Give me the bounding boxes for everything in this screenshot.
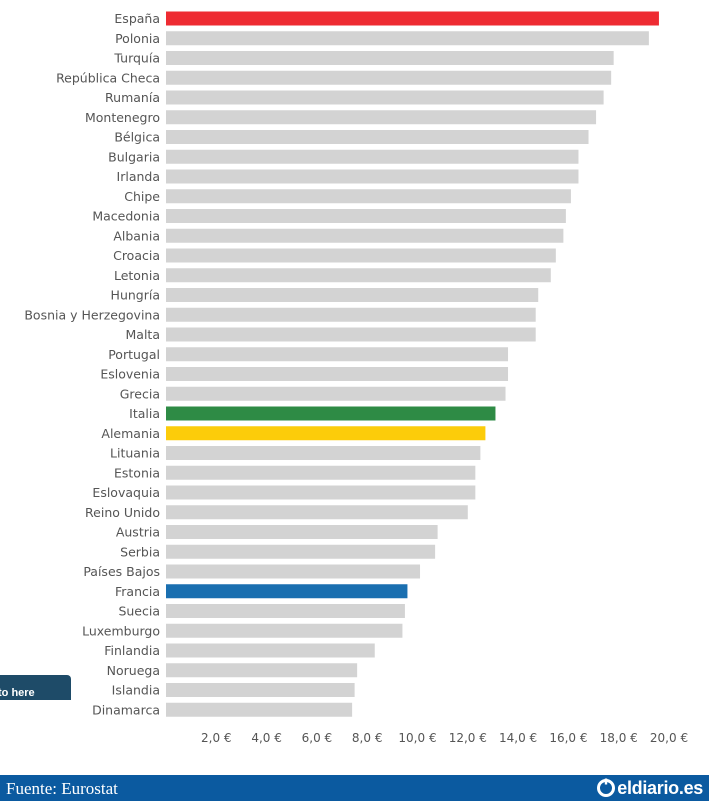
x-tick-label: 20,0 € [650,731,688,745]
category-label-republica-checa: República Checa [56,70,160,85]
bar-noruega[interactable] [166,663,358,678]
bar-irlanda[interactable] [166,169,579,184]
bar-espana[interactable] [166,11,659,26]
bar-islandia[interactable] [166,683,355,697]
category-label-turquia: Turquía [113,51,160,66]
category-label-grecia: Grecia [120,386,160,401]
bar-portugal[interactable] [166,347,509,362]
bar-dinamarca[interactable] [166,702,353,717]
category-label-luxemburgo: Luxemburgo [82,623,160,638]
category-label-finlandia: Finlandia [104,643,160,658]
category-label-montenegro: Montenegro [85,110,160,125]
category-labels: España Polonia Turquía República Checa Ruman… [24,11,160,717]
category-label-letonia: Letonia [114,268,160,283]
category-label-noruega: Noruega [107,663,160,678]
category-label-dinamarca: Dinamarca [92,702,160,717]
category-label-irlanda: Irlanda [117,169,160,184]
bar-estonia[interactable] [166,465,476,480]
bar-chipe[interactable] [166,189,571,204]
bar-bosnia-y-herzegovina[interactable] [166,307,536,322]
x-tick-label: 4,0 € [251,731,282,745]
category-label-rumania: Rumanía [105,90,160,105]
tooltip-tab[interactable]: to here [0,675,71,700]
bar-letonia[interactable] [166,268,551,283]
category-label-paises-bajos: Países Bajos [83,564,160,579]
category-label-malta: Malta [126,327,160,342]
bar-paises-bajos[interactable] [166,564,421,579]
brand-logo[interactable]: eldiario.es [596,777,703,799]
bar-lituania[interactable] [166,446,481,460]
brand-name: eldiario.es [617,777,703,798]
eldiario-logo-icon [597,778,616,797]
category-label-bosnia-y-herzegovina: Bosnia y Herzegovina [24,307,160,322]
category-label-belgica: Bélgica [114,130,160,145]
category-label-eslovaquia: Eslovaquia [92,485,160,500]
bar-eslovenia[interactable] [166,367,509,381]
category-label-italia: Italia [129,406,160,421]
category-label-austria: Austria [116,525,160,540]
x-tick-label: 10,0 € [398,731,436,745]
bar-rumania[interactable] [166,90,604,105]
x-tick-label: 6,0 € [302,731,333,745]
x-tick-label: 12,0 € [449,731,487,745]
bar-chart: España Polonia Turquía República Checa Ruman… [24,11,688,745]
x-tick-label: 16,0 € [549,731,587,745]
category-label-macedonia: Macedonia [92,209,160,224]
bar-bulgaria[interactable] [166,149,579,164]
x-tick-label: 2,0 € [201,731,232,745]
bar-eslovaquia[interactable] [166,485,476,500]
category-label-serbia: Serbia [120,544,160,559]
bar-republica-checa[interactable] [166,70,612,85]
category-label-hungria: Hungría [111,288,160,303]
category-label-estonia: Estonia [114,465,160,480]
category-label-portugal: Portugal [108,347,160,362]
bar-macedonia[interactable] [166,209,566,223]
bar-polonia[interactable] [166,31,649,46]
category-label-bulgaria: Bulgaria [108,149,160,164]
x-axis-ticks: 2,0 € 4,0 € 6,0 € 8,0 € 10,0 € 12,0 € 14,0 € 16… [201,731,688,745]
category-label-croacia: Croacia [113,248,160,263]
bar-albania[interactable] [166,228,564,243]
category-label-reino-unido: Reino Unido [85,505,160,520]
category-label-lituania: Lituania [110,446,160,461]
bar-malta[interactable] [166,327,536,342]
bars-group [166,11,659,717]
category-label-islandia: Islandia [112,683,160,698]
category-label-eslovenia: Eslovenia [100,367,160,382]
category-label-polonia: Polonia [115,31,160,46]
bar-italia[interactable] [166,406,496,421]
bar-belgica[interactable] [166,130,589,144]
category-label-espana: España [114,11,160,26]
bar-croacia[interactable] [166,248,556,263]
bar-francia[interactable] [166,584,408,599]
bar-alemania[interactable] [166,426,486,441]
bar-montenegro[interactable] [166,110,597,125]
x-tick-label: 18,0 € [600,731,638,745]
category-label-alemania: Alemania [101,426,160,441]
bar-finlandia[interactable] [166,643,375,658]
source-label: Fuente: Eurostat [6,779,118,798]
bar-austria[interactable] [166,525,438,539]
footer-bar: Fuente: Eurostat eldiario.es [0,775,709,801]
bar-turquia[interactable] [166,51,614,65]
bar-hungria[interactable] [166,288,539,302]
x-tick-label: 8,0 € [352,731,383,745]
bar-suecia[interactable] [166,604,405,618]
category-label-francia: Francia [115,584,160,599]
category-label-suecia: Suecia [118,604,160,619]
tooltip-text: to here [0,687,35,699]
x-tick-label: 14,0 € [499,731,537,745]
bar-grecia[interactable] [166,386,506,401]
bar-reino-unido[interactable] [166,505,468,520]
bar-serbia[interactable] [166,544,436,559]
category-label-chipe: Chipe [124,189,160,204]
bar-luxemburgo[interactable] [166,623,403,638]
category-label-albania: Albania [113,228,160,243]
